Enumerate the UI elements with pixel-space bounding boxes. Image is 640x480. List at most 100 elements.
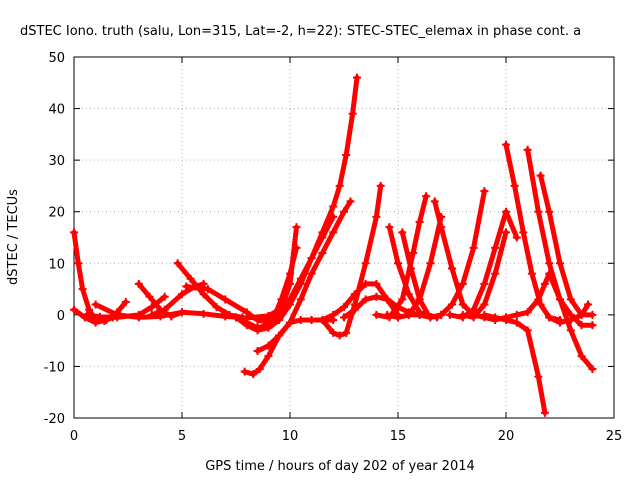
x-tick-label: 5 xyxy=(178,429,186,444)
data-point xyxy=(361,279,370,288)
data-point xyxy=(95,312,104,321)
data-point xyxy=(536,300,545,309)
data-point xyxy=(121,297,130,306)
data-point xyxy=(372,310,381,319)
data-point xyxy=(340,313,348,322)
data-point xyxy=(85,305,94,314)
data-point xyxy=(527,269,536,278)
data-point xyxy=(249,370,258,379)
data-point xyxy=(74,259,83,268)
y-tick-label: 0 xyxy=(57,309,65,324)
data-point xyxy=(540,279,549,288)
data-point xyxy=(577,310,586,319)
series-arc22 xyxy=(404,187,489,322)
data-point xyxy=(491,269,500,278)
data-point xyxy=(480,310,489,319)
data-point xyxy=(491,243,500,252)
data-point xyxy=(240,367,249,376)
series-arc28 xyxy=(523,145,597,330)
data-point xyxy=(376,181,385,190)
data-point xyxy=(409,248,418,257)
data-point xyxy=(566,326,575,335)
data-point xyxy=(253,346,262,355)
data-point xyxy=(145,292,154,301)
data-point xyxy=(556,295,564,304)
data-point xyxy=(318,233,327,242)
data-point xyxy=(510,181,519,190)
data-point xyxy=(536,171,545,180)
data-point xyxy=(406,264,415,273)
data-point xyxy=(545,313,554,322)
data-point xyxy=(186,274,195,283)
data-point xyxy=(398,228,407,237)
data-point xyxy=(577,321,586,330)
data-point xyxy=(502,207,510,216)
series-arc30 xyxy=(545,300,593,327)
data-point xyxy=(534,295,543,304)
data-point xyxy=(523,145,532,154)
data-point xyxy=(134,279,143,288)
data-point xyxy=(318,248,327,257)
data-point xyxy=(296,274,305,283)
data-point xyxy=(134,313,143,322)
data-point xyxy=(361,295,370,304)
series-arc11 xyxy=(253,212,338,327)
data-point xyxy=(372,279,381,288)
data-point xyxy=(584,300,593,309)
data-point xyxy=(318,316,327,325)
data-point xyxy=(448,264,456,273)
data-point xyxy=(329,328,338,337)
data-point xyxy=(415,218,424,227)
data-point xyxy=(182,282,191,291)
data-point xyxy=(545,259,554,268)
y-axis-label: dSTEC / TECUs xyxy=(6,189,21,285)
data-point xyxy=(372,292,381,301)
data-point xyxy=(422,192,431,201)
series-line xyxy=(233,75,360,333)
series-line xyxy=(255,214,336,326)
series-line xyxy=(538,173,595,318)
data-point xyxy=(469,305,478,314)
data-point xyxy=(253,316,262,325)
series-arc27 xyxy=(502,269,597,374)
data-point xyxy=(426,259,435,268)
data-point xyxy=(264,341,273,350)
data-point xyxy=(329,212,338,221)
data-point xyxy=(540,408,549,417)
data-point xyxy=(296,295,305,304)
data-point xyxy=(383,295,392,304)
data-point xyxy=(566,295,575,304)
data-point xyxy=(147,303,156,312)
data-point xyxy=(426,313,435,322)
data-point xyxy=(342,328,351,337)
data-point xyxy=(335,181,344,190)
data-point xyxy=(415,295,424,304)
x-tick-label: 20 xyxy=(498,429,515,444)
series-arc14 xyxy=(307,181,385,340)
data-point xyxy=(523,308,532,317)
data-point xyxy=(307,254,316,263)
data-point xyxy=(523,326,532,335)
series-line xyxy=(255,198,353,354)
data-point xyxy=(512,233,521,242)
data-point xyxy=(275,331,284,340)
data-point xyxy=(566,316,575,325)
data-point xyxy=(519,228,528,237)
data-point xyxy=(342,150,351,159)
data-point xyxy=(203,285,212,294)
data-point xyxy=(70,228,78,237)
data-point xyxy=(415,310,424,319)
data-point xyxy=(296,316,305,325)
data-point xyxy=(383,310,392,319)
data-point xyxy=(588,365,597,374)
data-point xyxy=(469,243,478,252)
data-point xyxy=(458,310,467,319)
data-point xyxy=(307,269,316,278)
data-point xyxy=(91,300,100,309)
axis-ticks: 0 5 10 15 20 25 -20 -10 0 10 20 30 40 50 xyxy=(44,51,623,444)
x-tick-label: 0 xyxy=(70,429,78,444)
data-point xyxy=(430,197,439,206)
series-arc2 xyxy=(70,297,130,327)
data-point xyxy=(232,313,240,322)
